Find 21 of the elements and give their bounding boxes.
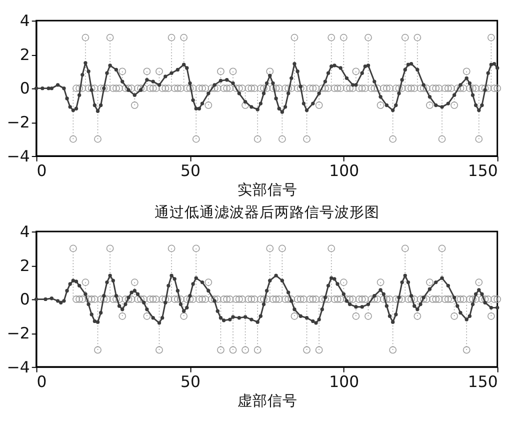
x-axis-title: 虚部信号 bbox=[237, 392, 298, 410]
y-tick-label: 2 bbox=[20, 44, 30, 64]
x-tick-label: 100 bbox=[329, 161, 360, 180]
y-tick-label: 4 bbox=[20, 222, 30, 241]
x-tick-label: 50 bbox=[180, 161, 200, 180]
y-tick-label: 2 bbox=[20, 256, 30, 275]
chart-title: 通过低通滤波器后两路信号波形图 bbox=[154, 204, 380, 221]
x-tick-label: 150 bbox=[468, 372, 498, 392]
x-tick-label: 0 bbox=[36, 161, 47, 180]
y-tick-label: 0 bbox=[20, 78, 30, 98]
x-tick-label: 100 bbox=[329, 372, 360, 392]
y-tick-label: 0 bbox=[20, 290, 30, 309]
x-axis-title: 实部信号 bbox=[237, 182, 298, 199]
x-tick-label: 0 bbox=[36, 372, 47, 392]
y-tick-label: −4 bbox=[6, 357, 30, 376]
x-tick-label: 50 bbox=[180, 372, 200, 392]
y-tick-label: −4 bbox=[6, 146, 30, 166]
y-tick-label: −2 bbox=[6, 112, 30, 132]
y-tick-label: −2 bbox=[6, 323, 30, 342]
x-tick-label: 150 bbox=[468, 161, 498, 180]
y-tick-label: 4 bbox=[20, 11, 30, 30]
